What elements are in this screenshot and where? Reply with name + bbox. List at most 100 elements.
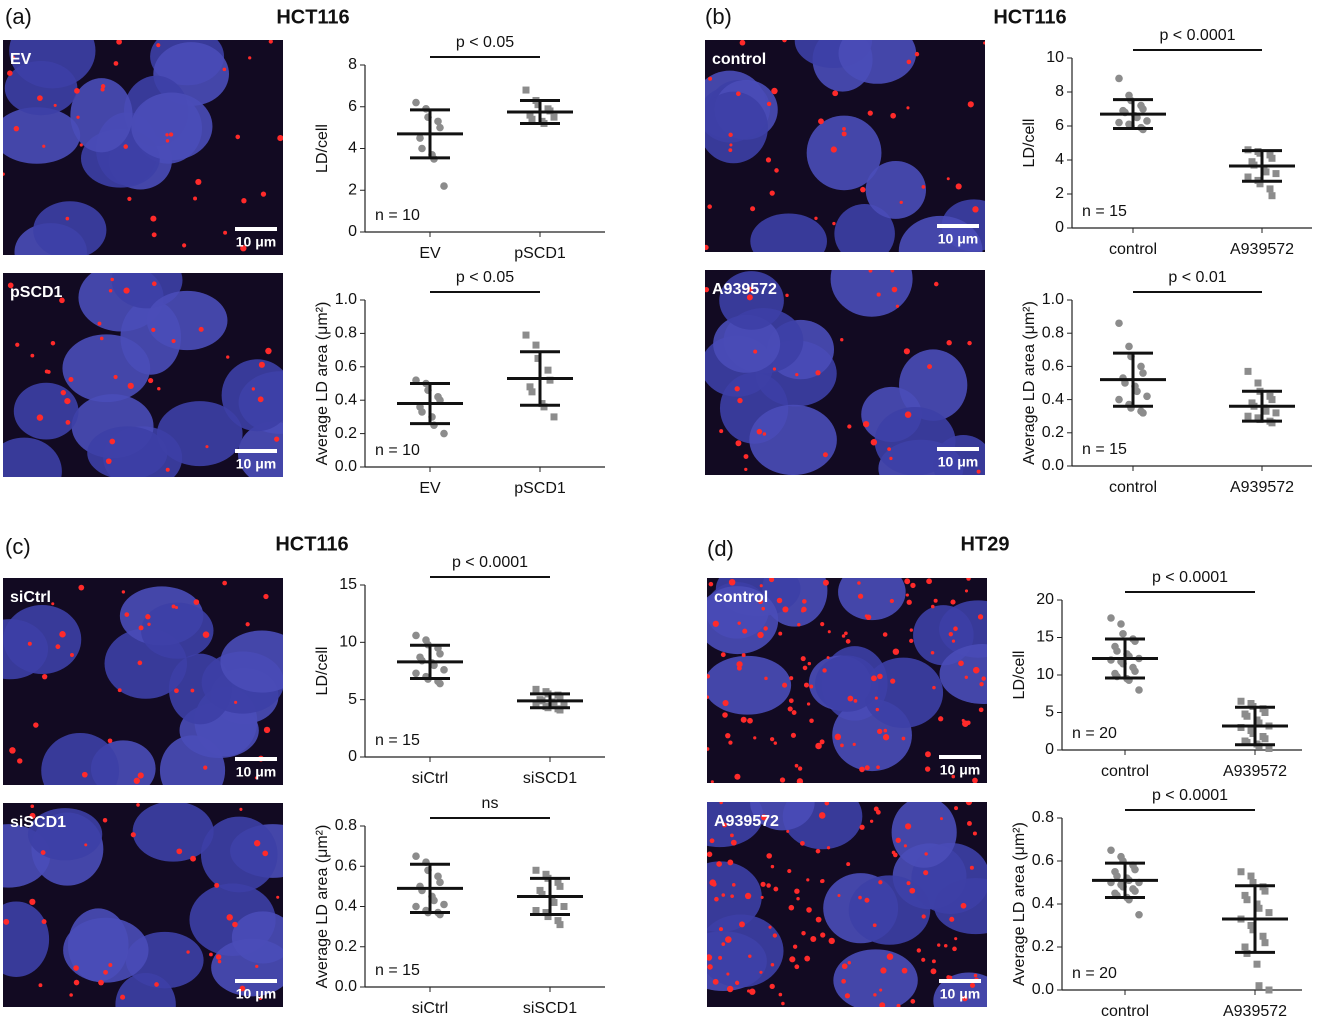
lipid-droplet <box>108 962 113 967</box>
lipid-droplet <box>877 673 883 680</box>
nucleus <box>4 61 78 116</box>
scale-label: 10 μm <box>236 456 276 472</box>
x-tick-label: pSCD1 <box>514 480 566 497</box>
lipid-droplet <box>852 742 856 747</box>
lipid-droplet <box>943 943 948 948</box>
lipid-droplet <box>760 814 767 821</box>
y-tick-label: 0 <box>1055 219 1064 236</box>
data-point <box>1261 939 1269 947</box>
lipid-droplet <box>859 766 865 773</box>
data-point <box>536 886 544 894</box>
nucleus <box>221 359 283 432</box>
data-point <box>1139 409 1147 417</box>
lipid-droplet <box>720 652 726 658</box>
lipid-droplet <box>15 342 20 347</box>
lipid-droplet <box>792 944 798 949</box>
nucleus <box>3 604 82 674</box>
lipid-droplet <box>910 999 916 1004</box>
lipid-droplet <box>969 865 974 870</box>
data-point <box>544 913 552 921</box>
lipid-droplet <box>903 348 910 355</box>
lipid-droplet <box>41 919 47 925</box>
scale-label: 10 μm <box>236 764 276 780</box>
y-tick-label: 0 <box>348 223 357 240</box>
data-point <box>522 331 530 339</box>
y-axis-label: Average LD area (μm²) <box>1021 301 1038 465</box>
lipid-droplet <box>105 458 112 465</box>
lipid-droplet <box>797 766 803 771</box>
lipid-droplet <box>739 40 746 46</box>
data-point <box>532 341 540 349</box>
data-point <box>1255 719 1263 727</box>
lipid-droplet <box>260 191 267 197</box>
data-point <box>556 706 564 714</box>
n-label: n = 15 <box>375 962 420 979</box>
lipid-droplet <box>822 452 828 458</box>
n-label: n = 15 <box>1082 203 1127 220</box>
lipid-droplet <box>910 582 916 589</box>
y-axis-label: LD/cell <box>1011 651 1028 700</box>
y-tick-label: 0.6 <box>335 857 357 874</box>
lipid-droplet <box>870 439 878 446</box>
x-tick-label: control <box>1101 763 1149 780</box>
nucleus <box>865 160 927 219</box>
y-tick-label: 0.6 <box>1042 358 1064 375</box>
y-tick-label: 8 <box>348 56 357 73</box>
lipid-droplet <box>841 131 847 137</box>
y-tick-label: 0 <box>348 748 357 765</box>
data-point <box>1265 909 1273 917</box>
micrograph <box>705 40 985 252</box>
x-tick-label: pSCD1 <box>514 245 566 262</box>
y-tick-label: 2 <box>1055 185 1064 202</box>
lipid-droplet <box>708 581 714 587</box>
lipid-droplet <box>946 975 951 980</box>
lipid-droplet <box>954 937 958 941</box>
scale-label: 10 μm <box>940 986 980 1002</box>
significance-label: p < 0.05 <box>456 34 514 51</box>
lipid-droplet <box>59 631 66 638</box>
data-point <box>534 354 542 362</box>
data-point <box>550 898 558 906</box>
lipid-droplet <box>766 101 772 107</box>
micrograph <box>3 273 283 477</box>
data-point <box>542 909 550 917</box>
lipid-droplet <box>891 850 896 855</box>
data-point <box>1137 362 1145 371</box>
lipid-droplet <box>65 216 70 221</box>
lipid-droplet <box>737 397 743 404</box>
lipid-droplet <box>108 289 113 293</box>
lipid-droplet <box>79 143 83 147</box>
micrograph <box>705 270 985 475</box>
data-point <box>1272 409 1280 417</box>
lipid-droplet <box>165 133 169 137</box>
lipid-droplet <box>151 232 157 238</box>
micrograph <box>3 578 283 785</box>
data-point <box>1115 118 1123 127</box>
lipid-droplet <box>30 353 35 358</box>
lipid-droplet <box>879 988 883 992</box>
lipid-droplet <box>719 927 724 932</box>
lipid-droplet <box>949 916 955 922</box>
data-point <box>1131 865 1139 874</box>
lipid-droplet <box>215 954 222 960</box>
data-point <box>1268 192 1276 200</box>
data-point <box>1244 412 1252 420</box>
lipid-droplet <box>737 621 741 625</box>
lipid-droplet <box>953 626 958 632</box>
nucleus <box>707 655 792 715</box>
lipid-droplet <box>931 959 936 964</box>
lipid-droplet <box>834 733 842 741</box>
lipid-droplet <box>930 968 937 975</box>
lipid-droplet <box>800 656 806 662</box>
y-tick-label: 0.4 <box>1042 391 1064 408</box>
lipid-droplet <box>937 943 941 947</box>
data-point <box>1249 879 1257 886</box>
data-point <box>538 890 546 898</box>
nucleus <box>200 816 278 893</box>
lipid-droplet <box>930 650 935 655</box>
significance-label: p < 0.0001 <box>1159 27 1235 44</box>
nucleus <box>750 802 815 831</box>
lipid-droplet <box>99 336 104 341</box>
lipid-droplet <box>725 732 731 739</box>
lipid-droplet <box>964 675 968 679</box>
